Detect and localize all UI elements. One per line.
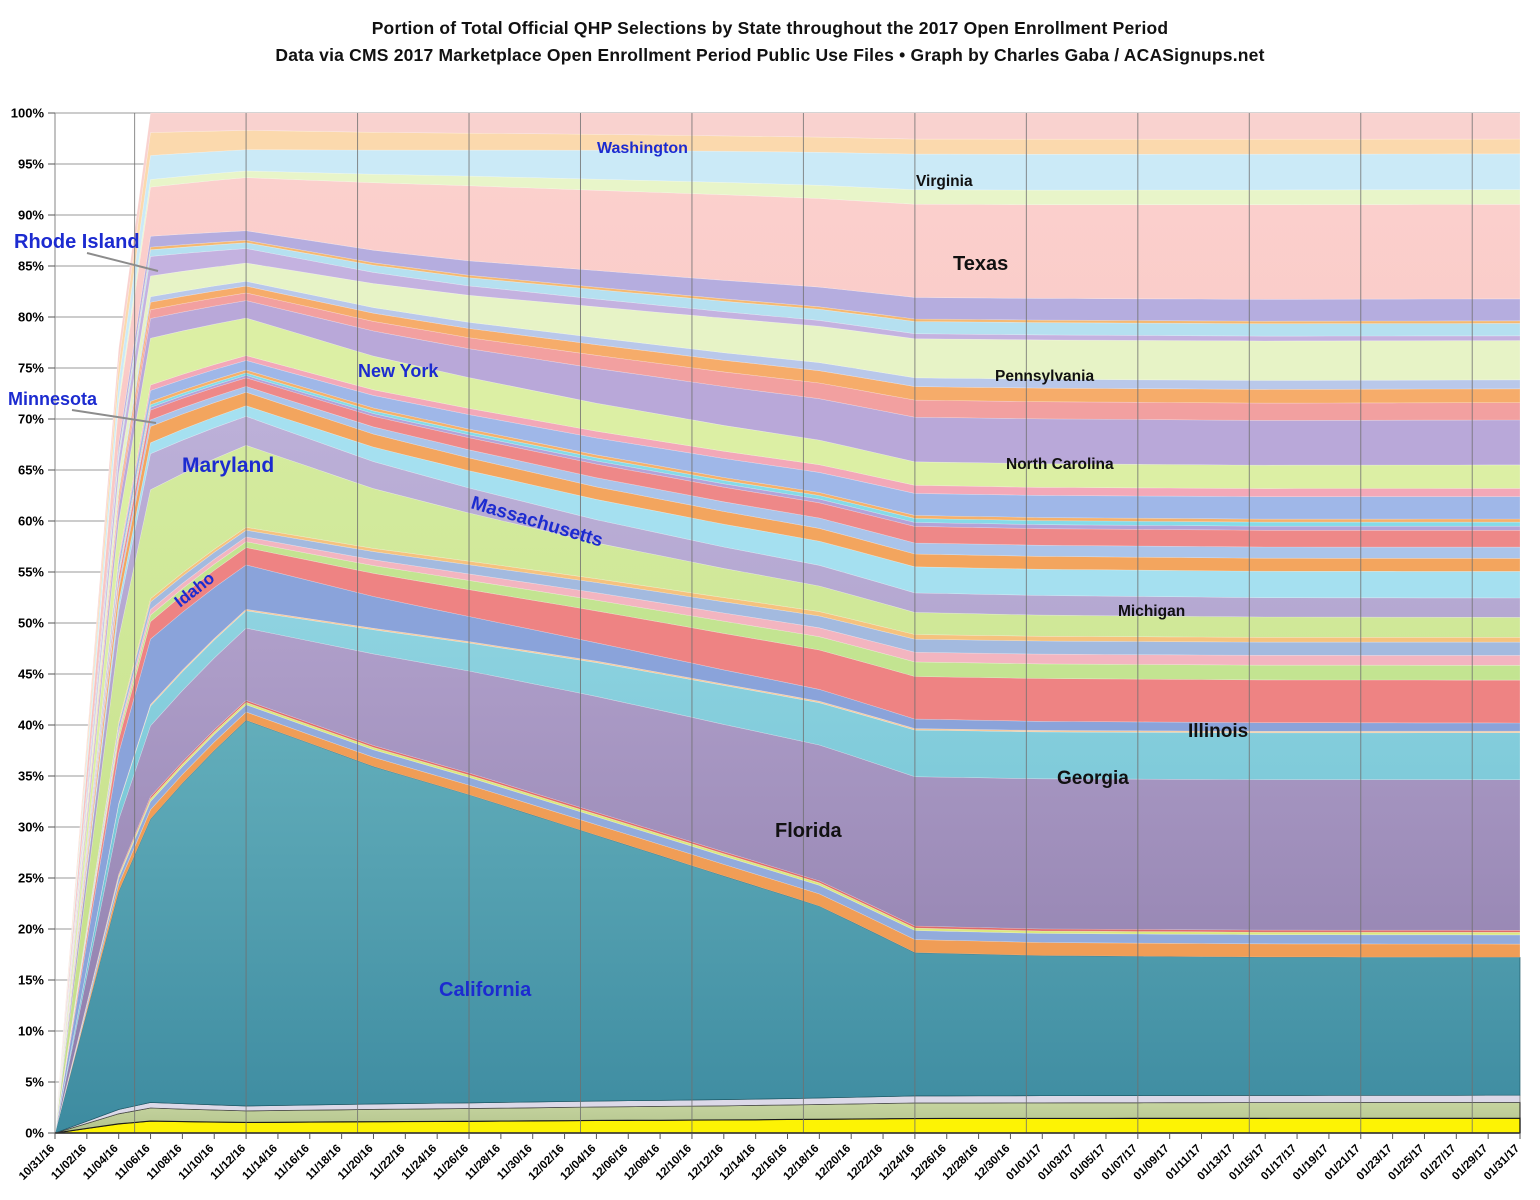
area-other-band-pink-top bbox=[54, 112, 1521, 1134]
state-label-washington: Washington bbox=[597, 140, 688, 157]
state-label-north-carolina: North Carolina bbox=[1006, 456, 1114, 473]
area-other-band-pink-1 bbox=[54, 536, 1521, 1134]
y-tick-label: 10% bbox=[18, 1024, 44, 1039]
leader-line-minnesota bbox=[71, 409, 157, 424]
y-tick-label: 0% bbox=[25, 1126, 44, 1141]
y-tick-label: 15% bbox=[18, 973, 44, 988]
y-tick-label: 20% bbox=[18, 922, 44, 937]
page-title: Portion of Total Official QHP Selections… bbox=[371, 18, 1169, 38]
x-gridlines bbox=[134, 113, 1473, 1133]
area-other-band-salmon bbox=[54, 292, 1521, 1134]
y-tick-label: 30% bbox=[18, 820, 44, 835]
y-tick-label: 85% bbox=[18, 259, 44, 274]
y-tick-label: 100% bbox=[11, 106, 45, 121]
y-tick-label: 70% bbox=[18, 412, 44, 427]
area-washington bbox=[54, 130, 1521, 1134]
state-label-pennsylvania: Pennsylvania bbox=[995, 368, 1094, 385]
y-tick-label: 80% bbox=[18, 310, 44, 325]
area-north-carolina bbox=[54, 300, 1521, 1134]
y-tick-label: 35% bbox=[18, 769, 44, 784]
y-tick-label: 60% bbox=[18, 514, 44, 529]
area-other-band-periwinkle-2 bbox=[54, 360, 1521, 1134]
chart-header: Portion of Total Official QHP Selections… bbox=[0, 18, 1540, 66]
y-tick-label: 95% bbox=[18, 157, 44, 172]
area-texas bbox=[54, 177, 1521, 1134]
area-idaho bbox=[54, 564, 1521, 1134]
state-label-florida: Florida bbox=[775, 820, 843, 842]
state-label-michigan: Michigan bbox=[1118, 603, 1185, 620]
state-label-california: California bbox=[439, 979, 532, 1001]
area-other-band-red-1 bbox=[54, 377, 1521, 1134]
y-tick-label: 25% bbox=[18, 871, 44, 886]
state-label-rhode-island: Rhode Island bbox=[14, 231, 140, 253]
area-pennsylvania bbox=[54, 262, 1521, 1134]
y-tick-label: 40% bbox=[18, 718, 44, 733]
state-label-new-york: New York bbox=[358, 361, 439, 381]
leader-line-rhode-island bbox=[86, 252, 159, 272]
state-label-texas: Texas bbox=[953, 253, 1008, 275]
area-series bbox=[54, 112, 1521, 1134]
y-tick-label: 90% bbox=[18, 208, 44, 223]
y-tick-label: 45% bbox=[18, 667, 44, 682]
y-tick-label: 5% bbox=[25, 1075, 44, 1090]
state-label-virginia: Virginia bbox=[916, 173, 973, 190]
y-tick-label: 75% bbox=[18, 361, 44, 376]
area-other-band-periwinkle-3 bbox=[54, 230, 1521, 1134]
x-tick-label: 01/31/17 bbox=[1482, 1143, 1522, 1183]
x-axis: 10/31/1611/02/1611/04/1611/06/1611/08/16… bbox=[17, 1133, 1522, 1183]
state-label-georgia: Georgia bbox=[1057, 768, 1129, 789]
y-axis: 0% 5% 10% 15% 20% 25% 30% 35% 40% 45% 50% 55% 60% 65%… bbox=[11, 106, 55, 1141]
state-label-maryland: Maryland bbox=[182, 454, 274, 477]
page-subtitle: Data via CMS 2017 Marketplace Open Enrol… bbox=[275, 45, 1265, 65]
state-label-minnesota: Minnesota bbox=[8, 389, 98, 409]
y-tick-label: 50% bbox=[18, 616, 44, 631]
y-tick-label: 55% bbox=[18, 565, 44, 580]
y-tick-label: 65% bbox=[18, 463, 44, 478]
state-label-illinois: Illinois bbox=[1188, 721, 1248, 742]
